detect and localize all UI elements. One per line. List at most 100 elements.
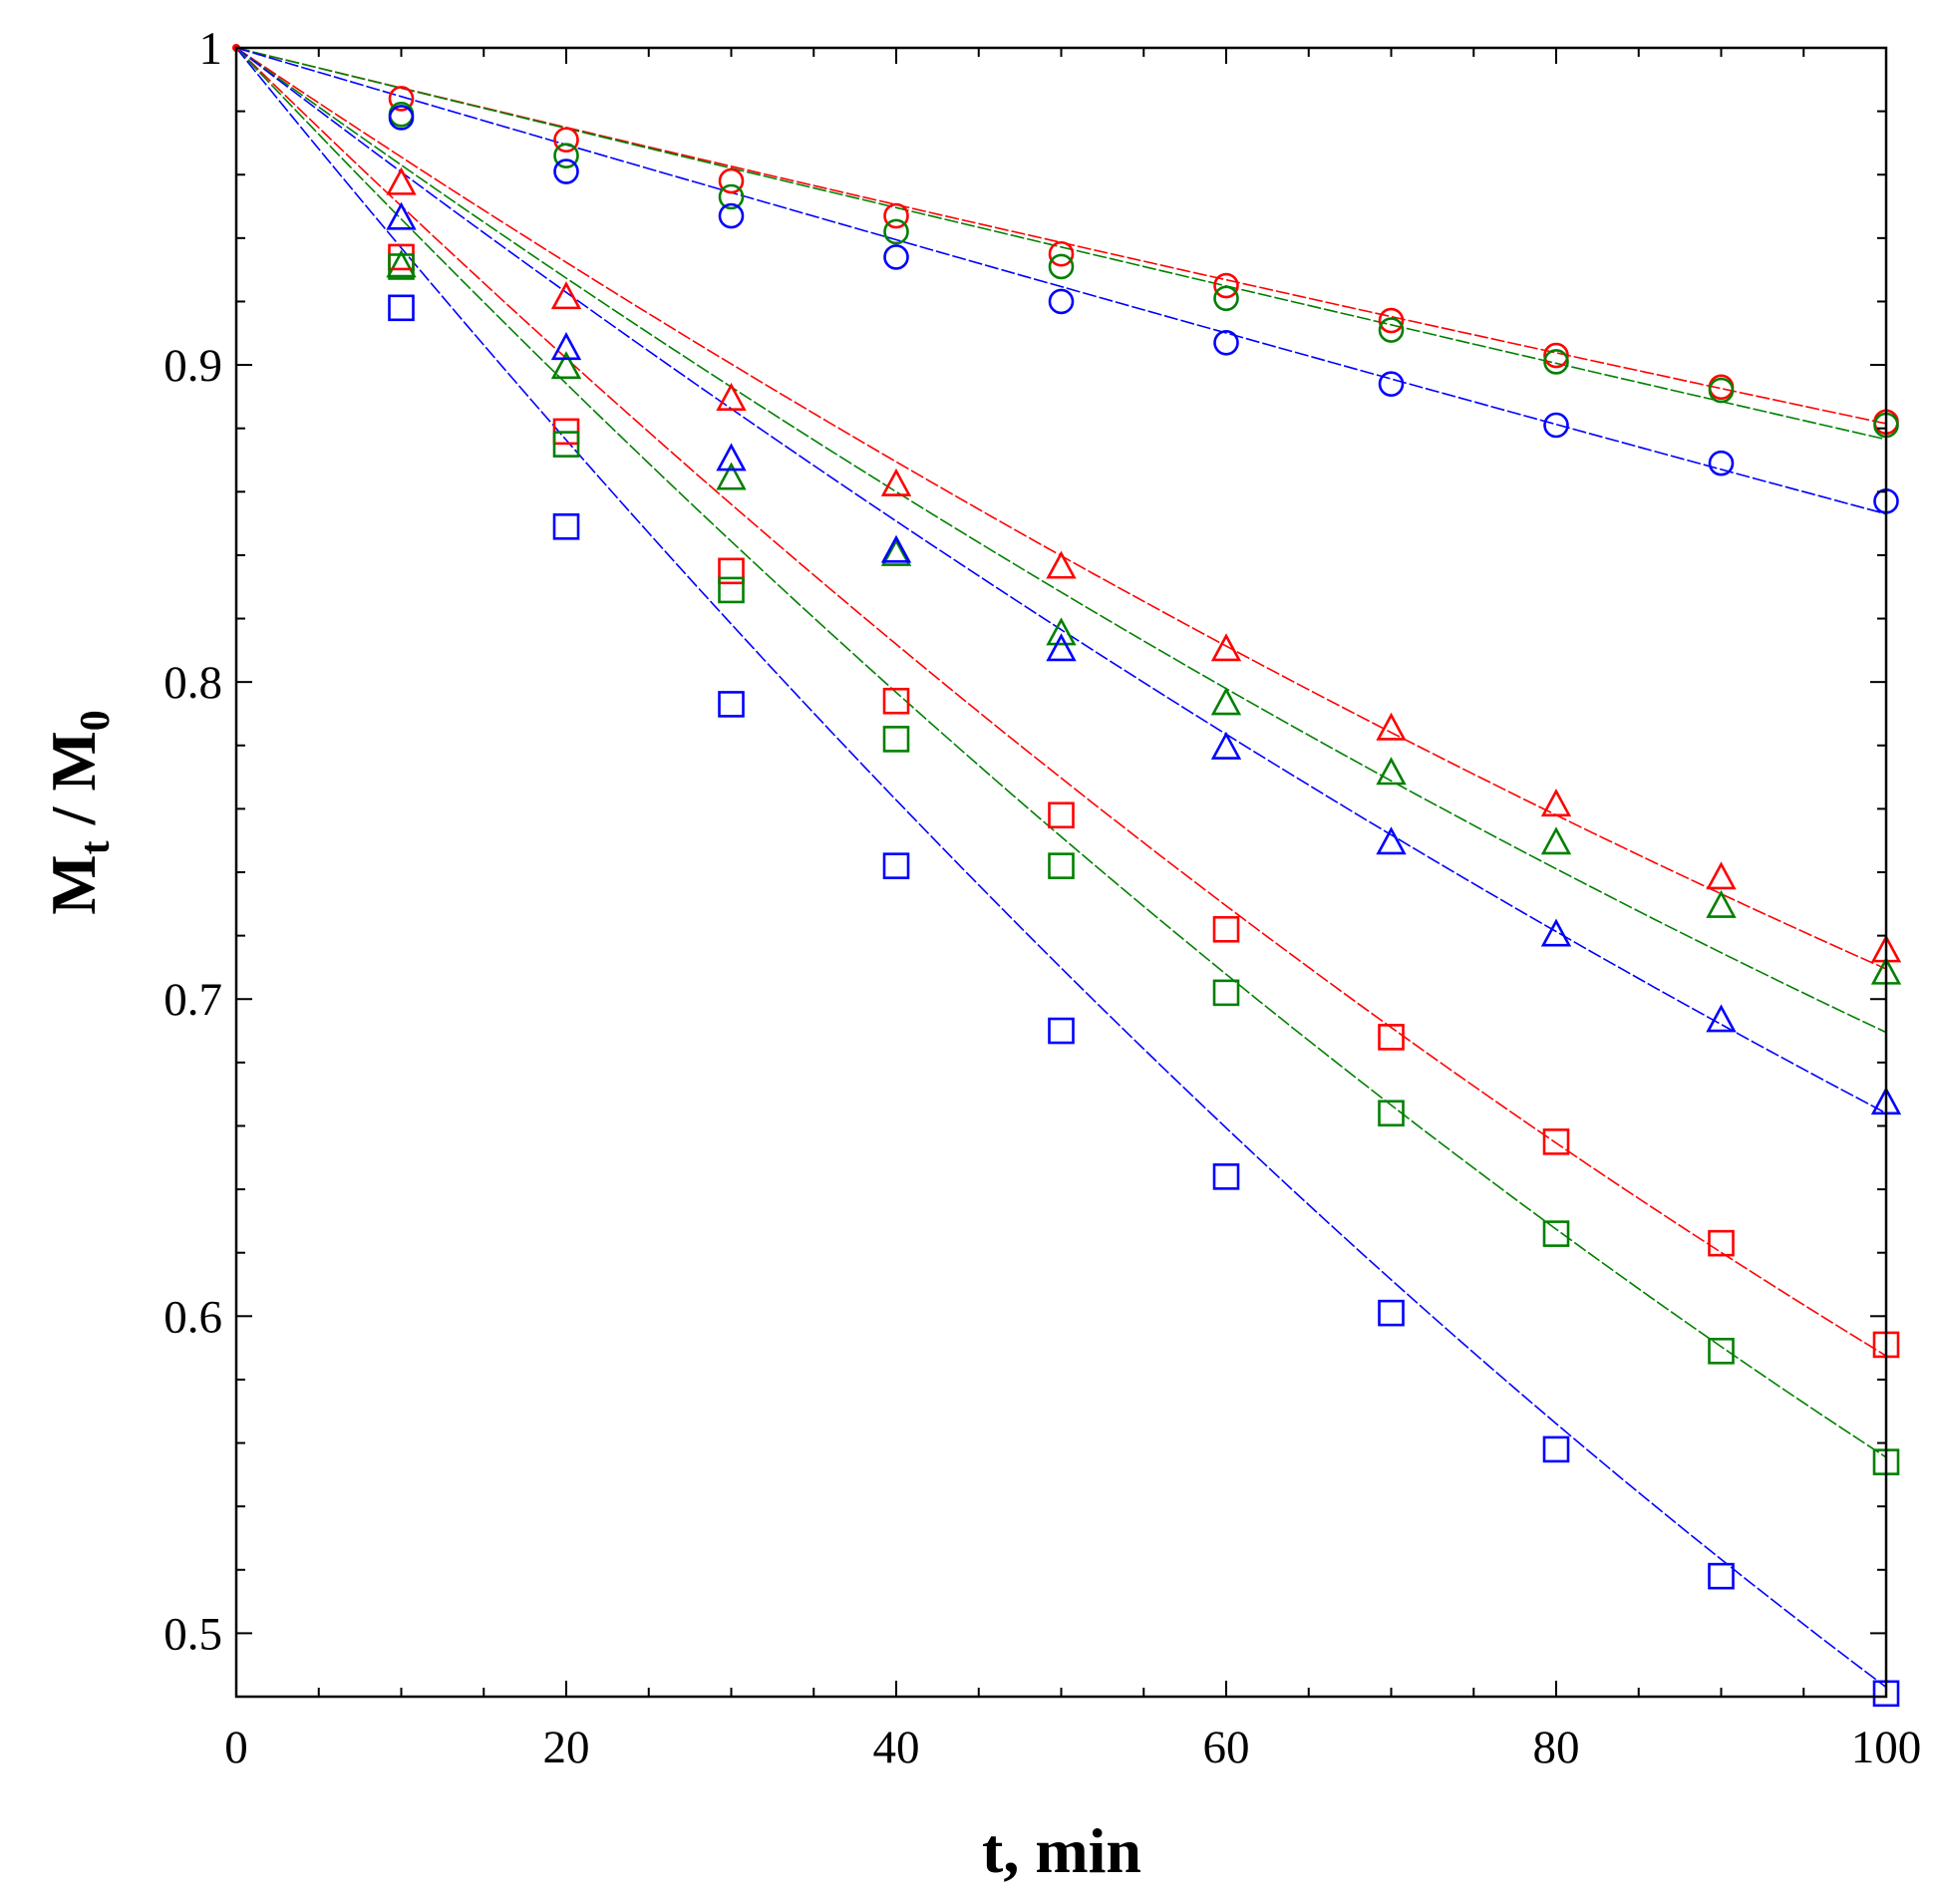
y-axis-title-slash: / bbox=[38, 792, 109, 841]
green-circle-point bbox=[1378, 317, 1405, 343]
red-square-point bbox=[1378, 1024, 1405, 1051]
blue-square-point bbox=[1048, 1017, 1075, 1045]
red-triangle-point bbox=[880, 468, 912, 496]
y-tick-label: 1 bbox=[199, 23, 223, 75]
x-tick-label: 100 bbox=[1851, 1722, 1922, 1773]
blue-circle-point bbox=[1048, 288, 1075, 315]
x-tick-label: 0 bbox=[224, 1722, 248, 1773]
blue-square-point bbox=[882, 852, 910, 879]
fit-line-green-circle bbox=[235, 47, 1887, 441]
blue-square-point bbox=[1378, 1299, 1405, 1327]
x-tick-label: 60 bbox=[1203, 1722, 1250, 1773]
y-tick-label: 0.8 bbox=[163, 657, 222, 709]
red-triangle-point bbox=[716, 382, 747, 411]
red-circle-point bbox=[1048, 240, 1075, 267]
y-tick-label: 0.6 bbox=[163, 1291, 222, 1343]
y-axis-title-m0: M bbox=[38, 731, 109, 791]
green-triangle-point bbox=[1540, 826, 1572, 855]
blue-triangle-point bbox=[1376, 826, 1407, 855]
blue-square-point bbox=[388, 294, 415, 322]
red-square-point bbox=[1708, 1229, 1735, 1257]
y-axis-title: Mt / M0 bbox=[38, 710, 119, 915]
blue-circle-point bbox=[1213, 330, 1239, 356]
green-circle-point bbox=[1213, 285, 1239, 312]
green-triangle-point bbox=[386, 249, 417, 278]
red-square-point bbox=[1048, 801, 1075, 829]
blue-triangle-point bbox=[550, 332, 582, 361]
x-axis-title: t, min bbox=[982, 1815, 1141, 1886]
y-axis-title-sub-0: 0 bbox=[73, 710, 119, 731]
green-square-point bbox=[1378, 1100, 1405, 1127]
red-triangle-point bbox=[1046, 550, 1077, 579]
blue-triangle-point bbox=[1046, 633, 1077, 662]
data-markers bbox=[232, 44, 1902, 1708]
red-circle-point bbox=[883, 202, 909, 229]
y-axis-title-sub-t: t bbox=[73, 840, 119, 854]
red-circle-point bbox=[718, 167, 745, 194]
red-square-point bbox=[1212, 915, 1240, 943]
blue-circle-point bbox=[883, 244, 909, 270]
green-circle-point bbox=[718, 183, 745, 210]
blue-circle-point bbox=[553, 159, 579, 184]
fit-line-blue-triangle bbox=[235, 47, 1887, 1114]
blue-circle-point bbox=[1543, 412, 1569, 439]
red-circle-point bbox=[388, 86, 415, 112]
plot-frame bbox=[234, 46, 1888, 1699]
green-square-point bbox=[718, 576, 745, 604]
blue-triangle-point bbox=[716, 443, 747, 472]
blue-circle-point bbox=[388, 105, 415, 131]
blue-circle-point bbox=[718, 202, 745, 229]
blue-square-point bbox=[552, 512, 580, 540]
green-circle-point bbox=[1708, 377, 1735, 404]
blue-circle-point bbox=[1378, 371, 1405, 397]
red-triangle-point bbox=[1706, 861, 1737, 890]
green-triangle-point bbox=[1210, 687, 1242, 716]
blue-square-point bbox=[1542, 1435, 1570, 1463]
red-circle-point bbox=[1378, 307, 1405, 334]
green-triangle-point bbox=[1376, 757, 1407, 786]
green-square-point bbox=[552, 431, 580, 458]
tick-labels: 0 20 40 60 80 100 0.5 0.6 0.7 0.8 0.9 1 bbox=[163, 23, 1921, 1773]
green-circle-point bbox=[553, 143, 579, 168]
red-square-point bbox=[1542, 1128, 1570, 1155]
blue-triangle-point bbox=[880, 534, 912, 563]
fit-line-blue-circle bbox=[235, 47, 1887, 515]
blue-triangle-point bbox=[1210, 731, 1242, 760]
green-square-point bbox=[882, 726, 910, 753]
fit-line-green-square bbox=[235, 47, 1887, 1458]
blue-triangle-point bbox=[386, 201, 417, 230]
green-triangle-point bbox=[550, 351, 582, 380]
y-tick-label: 0.5 bbox=[163, 1608, 222, 1660]
green-circle-point bbox=[1048, 253, 1075, 280]
fit-line-red-square bbox=[235, 47, 1887, 1357]
blue-triangle-point bbox=[1706, 1004, 1737, 1033]
blue-square-point bbox=[718, 691, 745, 718]
green-triangle-point bbox=[716, 462, 747, 490]
red-circle-point bbox=[1213, 272, 1239, 299]
red-circle-point bbox=[1543, 342, 1569, 369]
red-square-point bbox=[882, 687, 910, 715]
fit-line-green-triangle bbox=[235, 47, 1887, 1034]
blue-square-point bbox=[1708, 1562, 1735, 1590]
red-triangle-point bbox=[1210, 633, 1242, 662]
blue-triangle-point bbox=[1540, 918, 1572, 947]
green-square-point bbox=[1708, 1337, 1735, 1365]
y-axis-title-m: M bbox=[38, 854, 109, 914]
y-tick-label: 0.7 bbox=[163, 974, 222, 1026]
x-tick-label: 40 bbox=[873, 1722, 920, 1773]
red-square-point bbox=[718, 557, 745, 585]
green-square-point bbox=[1212, 979, 1240, 1007]
y-tick-label: 0.9 bbox=[163, 340, 222, 392]
fit-line-blue-square bbox=[235, 47, 1887, 1689]
blue-square-point bbox=[1212, 1163, 1240, 1190]
green-square-point bbox=[1542, 1220, 1570, 1247]
green-square-point bbox=[388, 253, 415, 280]
red-triangle-point bbox=[386, 166, 417, 195]
red-circle-point bbox=[553, 127, 579, 154]
x-tick-label: 80 bbox=[1533, 1722, 1580, 1773]
green-triangle-point bbox=[1706, 889, 1737, 918]
red-triangle-point bbox=[550, 281, 582, 310]
x-tick-label: 20 bbox=[543, 1722, 590, 1773]
